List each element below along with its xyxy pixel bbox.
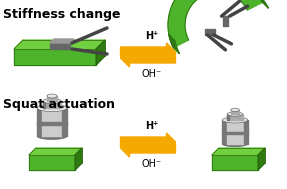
Polygon shape xyxy=(121,43,175,61)
Polygon shape xyxy=(62,108,67,136)
Ellipse shape xyxy=(231,108,239,112)
Polygon shape xyxy=(121,133,175,151)
Polygon shape xyxy=(43,101,61,108)
Text: Stiffness change: Stiffness change xyxy=(3,8,121,21)
Polygon shape xyxy=(168,0,263,48)
Polygon shape xyxy=(42,108,62,136)
Polygon shape xyxy=(258,148,265,170)
Polygon shape xyxy=(223,16,228,26)
Polygon shape xyxy=(29,155,75,170)
Polygon shape xyxy=(255,0,269,8)
Ellipse shape xyxy=(227,112,243,116)
Polygon shape xyxy=(75,148,82,170)
Polygon shape xyxy=(96,40,105,65)
Polygon shape xyxy=(227,114,243,120)
Ellipse shape xyxy=(37,105,67,112)
Ellipse shape xyxy=(47,94,57,98)
Polygon shape xyxy=(47,96,57,101)
Polygon shape xyxy=(222,132,248,134)
Polygon shape xyxy=(205,29,216,35)
Polygon shape xyxy=(43,101,45,108)
Text: H⁺: H⁺ xyxy=(145,31,159,41)
Ellipse shape xyxy=(37,132,67,139)
Polygon shape xyxy=(222,120,226,144)
Polygon shape xyxy=(227,114,229,120)
Polygon shape xyxy=(50,39,74,43)
Polygon shape xyxy=(14,40,105,49)
Polygon shape xyxy=(37,122,67,125)
Polygon shape xyxy=(243,120,248,144)
Polygon shape xyxy=(231,110,239,114)
Polygon shape xyxy=(169,35,179,54)
Text: H⁺: H⁺ xyxy=(145,121,159,131)
Ellipse shape xyxy=(222,117,248,123)
Polygon shape xyxy=(121,139,175,157)
Polygon shape xyxy=(212,155,258,170)
Polygon shape xyxy=(226,120,243,144)
Polygon shape xyxy=(212,148,265,155)
Text: Squat actuation: Squat actuation xyxy=(3,98,115,111)
Text: OH⁻: OH⁻ xyxy=(142,159,162,169)
Polygon shape xyxy=(29,148,82,155)
Ellipse shape xyxy=(43,98,61,104)
Polygon shape xyxy=(37,108,42,136)
Ellipse shape xyxy=(222,141,248,147)
Polygon shape xyxy=(121,49,175,67)
Polygon shape xyxy=(50,43,70,49)
Polygon shape xyxy=(14,49,96,65)
Text: OH⁻: OH⁻ xyxy=(142,69,162,79)
